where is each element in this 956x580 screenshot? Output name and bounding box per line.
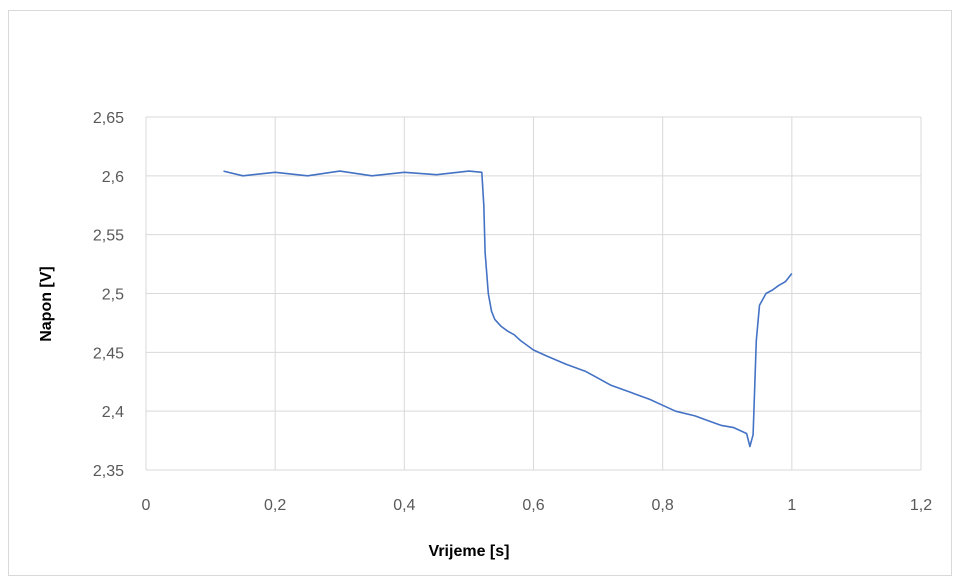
y-tick-label: 2,35 [93, 463, 124, 480]
x-tick-label: 0,2 [264, 497, 286, 514]
y-axis-title: Napon [V] [38, 266, 55, 342]
series-line [223, 170, 793, 448]
x-tick-label: 0,8 [652, 497, 674, 514]
y-tick-label: 2,6 [102, 169, 124, 186]
y-tick-label: 2,55 [93, 228, 124, 245]
y-tick-label: 2,45 [93, 345, 124, 362]
x-tick-label: 0,4 [393, 497, 415, 514]
x-axis-title: Vrijeme [s] [429, 543, 510, 560]
x-tick-labels: 0 0,2 0,4 0,6 0,8 1 1,2 [142, 497, 933, 514]
x-tick-label: 0 [142, 497, 151, 514]
x-tick-label: 1 [787, 497, 796, 514]
y-tick-label: 2,5 [102, 287, 124, 304]
gridlines [145, 116, 922, 471]
y-tick-label: 2,65 [93, 110, 124, 127]
line-chart: 0 0,2 0,4 0,6 0,8 1 1,2 2,352,42,452,52,552,62… [38, 110, 933, 560]
y-tick-label: 2,4 [102, 404, 124, 421]
y-tick-labels: 2,35 2,4 2,45 2,5 2,55 2,6 2,65 [93, 110, 124, 480]
x-tick-label: 0,6 [522, 497, 544, 514]
x-tick-label: 1,2 [910, 497, 932, 514]
chart-frame: 0 0,2 0,4 0,6 0,8 1 1,2 2,35 2,4 2,45 2,5 2,55 2,6 2… [8, 10, 952, 576]
series-layer [223, 170, 793, 448]
